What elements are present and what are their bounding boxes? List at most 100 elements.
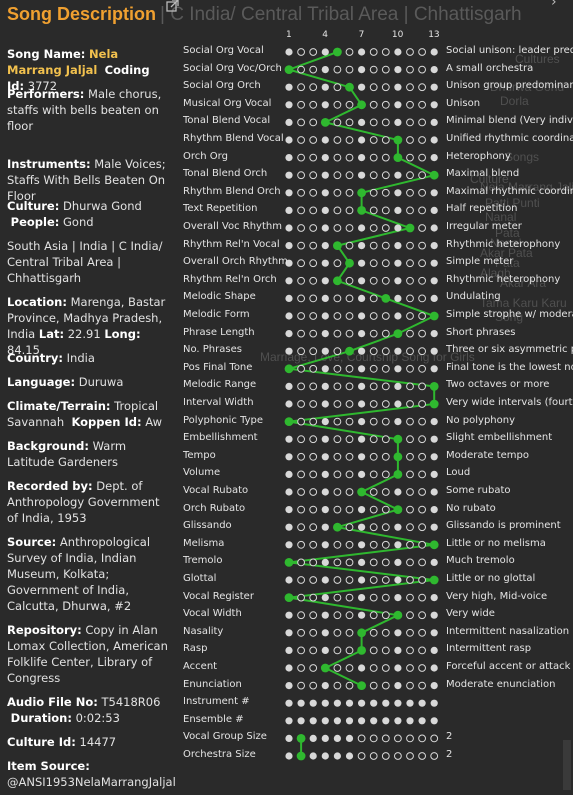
chevron-right-icon[interactable]: › bbox=[551, 0, 557, 10]
grid-dot bbox=[418, 100, 427, 109]
grid-dot bbox=[309, 699, 317, 707]
grid-dot bbox=[381, 48, 390, 56]
grid-dot bbox=[309, 470, 318, 479]
grid-dot bbox=[345, 664, 354, 672]
grid-dot bbox=[321, 541, 329, 549]
grid-dot bbox=[333, 470, 342, 479]
row-label: Vocal Width bbox=[183, 608, 242, 620]
grid-dot bbox=[369, 171, 378, 180]
grid-dot bbox=[406, 276, 414, 285]
grid-dot bbox=[321, 646, 329, 655]
country-field: Country: India bbox=[7, 351, 95, 365]
background-side-word: Dorla bbox=[500, 94, 529, 108]
grid-dot bbox=[297, 611, 306, 620]
grid-dot bbox=[430, 611, 438, 619]
grid-dot bbox=[321, 330, 329, 338]
grid-dot bbox=[406, 136, 414, 144]
grid-dot bbox=[394, 294, 402, 302]
grid-dot bbox=[369, 505, 378, 514]
grid-dot bbox=[297, 717, 305, 725]
grid-dot bbox=[381, 65, 390, 74]
grid-dot bbox=[285, 646, 293, 655]
selected-dot bbox=[345, 346, 354, 356]
grid-dot bbox=[321, 682, 329, 690]
external-link-icon[interactable] bbox=[163, 0, 181, 15]
grid-dot bbox=[333, 83, 342, 92]
grid-dot bbox=[309, 593, 318, 602]
grid-dot bbox=[358, 470, 366, 478]
grid-dot bbox=[418, 752, 427, 760]
column-number: 10 bbox=[391, 30, 404, 40]
grid-dot bbox=[321, 734, 329, 743]
row-label: Orch Rubato bbox=[183, 502, 246, 514]
row-description: Moderate tempo bbox=[446, 449, 530, 461]
row-description: A small orchestra bbox=[446, 62, 534, 74]
grid-dot bbox=[369, 488, 378, 496]
grid-dot bbox=[369, 664, 378, 672]
grid-dot bbox=[345, 276, 354, 285]
grid-dot bbox=[321, 206, 329, 214]
row-description: Unison group predominant bbox=[446, 80, 573, 92]
row-description: Maximal blend bbox=[446, 168, 520, 180]
grid-dot bbox=[358, 400, 366, 408]
selected-dot bbox=[393, 153, 403, 163]
grid-dot bbox=[285, 259, 293, 267]
item-source-link[interactable]: @ANSI1953NelaMarrangJaljal bbox=[7, 775, 176, 789]
grid-dot bbox=[394, 699, 402, 707]
grid-dot bbox=[309, 664, 318, 672]
grid-dot bbox=[406, 294, 414, 303]
row-description: Some rubato bbox=[446, 485, 511, 496]
grid-dot bbox=[381, 400, 390, 408]
row-description: Rhythmic heterophony bbox=[446, 238, 561, 250]
recorded-by-field: Recorded by: Dept. of Anthropology Gover… bbox=[7, 479, 160, 525]
grid-dot bbox=[345, 699, 354, 707]
grid-dot bbox=[345, 118, 354, 127]
grid-dot bbox=[394, 734, 402, 743]
grid-dot bbox=[406, 628, 414, 637]
row-description: Loud bbox=[446, 467, 471, 479]
grid-dot bbox=[418, 83, 427, 92]
grid-dot bbox=[418, 664, 427, 672]
grid-dot bbox=[297, 171, 306, 180]
row-description: Short phrases bbox=[446, 326, 516, 338]
grid-dot bbox=[333, 488, 342, 496]
grid-dot bbox=[358, 118, 366, 126]
grid-dot bbox=[430, 734, 439, 743]
grid-dot bbox=[321, 611, 329, 619]
location-field: Location: Marenga, Bastar Province, Madh… bbox=[7, 295, 166, 357]
grid-dot bbox=[333, 65, 342, 74]
grid-dot bbox=[406, 400, 414, 408]
grid-dot bbox=[358, 136, 366, 144]
grid-dot bbox=[381, 681, 390, 690]
grid-dot bbox=[430, 83, 438, 91]
grid-dot bbox=[333, 681, 342, 690]
grid-dot bbox=[406, 593, 414, 602]
grid-dot bbox=[394, 558, 402, 567]
grid-dot bbox=[430, 453, 438, 461]
row-label: Phrase Length bbox=[183, 326, 255, 338]
row-label: Tempo bbox=[183, 449, 216, 461]
grid-dot bbox=[297, 188, 306, 197]
grid-dot bbox=[309, 558, 318, 567]
culture-id-field: Culture Id: 14477 bbox=[7, 735, 117, 749]
grid-dot bbox=[309, 329, 318, 338]
grid-dot bbox=[430, 752, 439, 760]
grid-dot bbox=[309, 435, 318, 444]
source-field: Source: Anthropological Survey of India,… bbox=[7, 535, 151, 613]
grid-dot bbox=[321, 66, 329, 74]
selected-dot bbox=[345, 82, 354, 92]
row-description: Three or six asymmetric phrases bbox=[446, 344, 573, 356]
grid-dot bbox=[309, 100, 318, 109]
grid-dot bbox=[381, 153, 390, 162]
grid-dot bbox=[394, 171, 402, 179]
performers-field: Performers: Male chorus, staffs with bel… bbox=[7, 87, 162, 133]
scrollbar[interactable] bbox=[563, 740, 571, 790]
selected-dot bbox=[357, 188, 366, 198]
grid-dot bbox=[285, 154, 293, 162]
grid-dot bbox=[309, 259, 318, 268]
selected-dot bbox=[393, 470, 403, 479]
grid-dot bbox=[285, 83, 293, 91]
grid-dot bbox=[394, 646, 402, 655]
row-description: Intermittent nasalization bbox=[446, 625, 570, 637]
